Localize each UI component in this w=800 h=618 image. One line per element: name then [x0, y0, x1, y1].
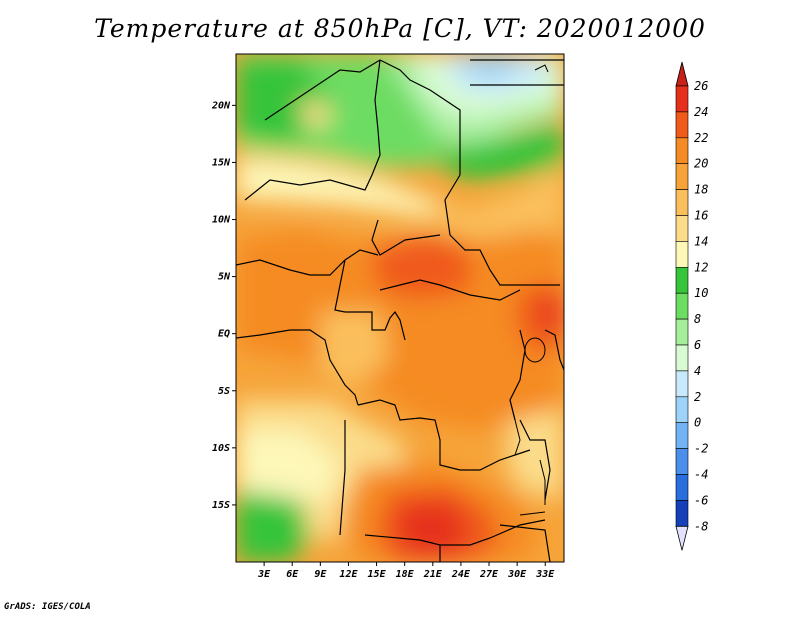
border-zim [499, 524, 551, 562]
field-paleyellow-angola [236, 430, 340, 500]
field-red-east [538, 300, 564, 330]
lon-tick-label: 18E [396, 569, 415, 580]
colorbar-segment [675, 189, 689, 216]
colorbar-segment [675, 111, 689, 139]
colorbar-segment [675, 370, 689, 398]
colorbar-label: 12 [694, 260, 708, 274]
colorbar-label: 4 [694, 364, 701, 378]
colorbar-label: 20 [694, 157, 708, 171]
map-frame [235, 53, 565, 563]
border-uganda [544, 329, 564, 371]
lat-tick-label: 10N [212, 215, 231, 226]
colorbar-segment [675, 500, 689, 527]
colorbar-label: 18 [694, 183, 708, 197]
field-darkorange-car [370, 235, 470, 300]
grads-credit: GrADS: IGES/COLA [4, 602, 91, 612]
lon-tick-label: 27E [479, 569, 499, 580]
lat-tick-label: 10S [212, 443, 230, 454]
lon-tick-label: 24E [451, 569, 471, 580]
colorbar-label: 2 [694, 390, 701, 404]
colorbar-label: -8 [694, 519, 708, 533]
border-drc-angola-zambia [357, 399, 531, 471]
colorbar-segment [675, 292, 689, 320]
colorbar-segment [675, 474, 689, 501]
lat-tick-label: 15S [212, 500, 230, 511]
lat-tick-label: 5N [218, 272, 231, 283]
colorbar-label: 22 [694, 131, 708, 145]
colorbar-segment [675, 422, 689, 449]
country-borders [236, 59, 564, 562]
border-chad-niger [244, 59, 381, 201]
lon-tick-label: 30E [507, 569, 527, 580]
lon-tick-label: 21E [423, 569, 443, 580]
colorbar-segment [675, 266, 689, 294]
lat-tick-label: 5S [218, 386, 230, 397]
lat-tick-label: 20N [211, 100, 231, 111]
border-chad-car [371, 219, 441, 256]
colorbar-label: 16 [694, 209, 708, 223]
colorbar-label: 24 [694, 105, 708, 119]
lake-tanganyika [509, 399, 521, 456]
lakes [509, 64, 549, 516]
field-green-ethiopia [440, 125, 564, 180]
border-cameroon [334, 259, 346, 313]
colorbar-segment [675, 448, 689, 475]
lon-tick-label: 15E [368, 569, 387, 580]
colorbar-label: 0 [694, 416, 701, 430]
coast-ne [534, 64, 549, 73]
lat-tick-label: 15N [212, 157, 231, 168]
border-namibia [364, 519, 546, 546]
lake-malawi [539, 459, 546, 505]
colorbar-segment [675, 215, 689, 242]
field-orange-central [236, 230, 564, 430]
border-nigeria-cameroon [236, 249, 379, 276]
axis-ticks: 20N 15N 10N 5N EQ 5S 10S 15S 3E 6E 9E 12E 15E 18E 21E 2… [211, 100, 555, 580]
lat-tick-label: EQ [218, 329, 230, 340]
field-red-south [395, 500, 470, 555]
border-car-drc [379, 279, 521, 301]
colorbar-segment [675, 137, 689, 165]
border-malawi [519, 419, 551, 501]
border-angola-west [339, 420, 346, 536]
lake-victoria [524, 337, 546, 363]
colorbar-label: -6 [694, 493, 708, 507]
border-north [264, 59, 461, 175]
lon-tick-label: 3E [257, 569, 271, 580]
colorbar-bottom-cap [675, 525, 689, 551]
colorbar-segment [675, 344, 689, 372]
colorbar-label: 10 [694, 286, 708, 300]
temperature-field [236, 54, 564, 562]
border-congo-gabon [345, 310, 406, 341]
colorbar-segment [675, 318, 689, 346]
colorbar-label: -4 [694, 468, 708, 482]
lon-tick-label: 33E [535, 569, 555, 580]
colorbar-segment [675, 241, 689, 268]
lon-tick-label: 9E [314, 569, 327, 580]
field-yellow-patch [300, 100, 330, 128]
field-green-sw [236, 490, 310, 562]
colorbar-label: 6 [694, 338, 701, 352]
chart-title: Temperature at 850hPa [C], VT: 202001200… [94, 14, 706, 43]
colorbar-label: -2 [694, 442, 708, 456]
colorbar-label: 8 [694, 312, 701, 326]
field-paleyellow-north [236, 160, 440, 215]
colorbar-label: 26 [694, 79, 708, 93]
lake-kariba [519, 511, 546, 516]
colorbar-top-cap [675, 61, 689, 87]
field-darkorange-east [515, 280, 564, 350]
colorbar-label: 14 [694, 234, 708, 248]
coast-west [236, 329, 359, 406]
colorbar-segment [675, 163, 689, 190]
colorbar-segment [675, 85, 689, 113]
lon-tick-label: 12E [339, 569, 358, 580]
lon-tick-label: 6E [286, 569, 299, 580]
border-sudan [444, 174, 560, 286]
colorbar-segment [675, 396, 689, 423]
